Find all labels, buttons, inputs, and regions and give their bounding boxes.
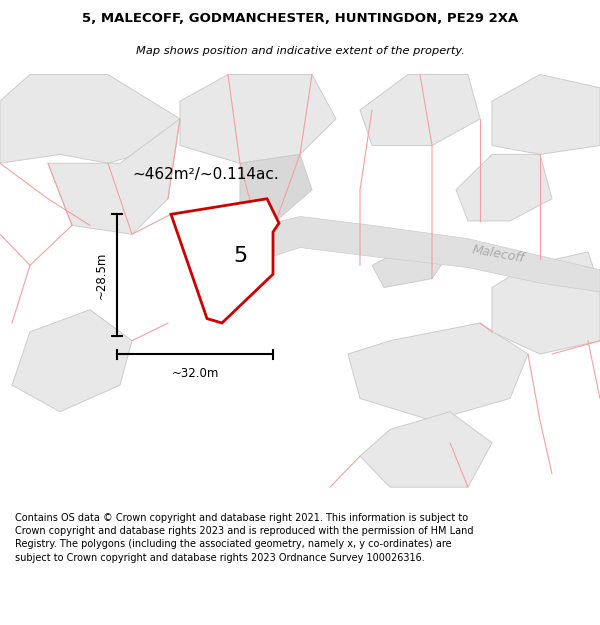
Polygon shape: [348, 323, 528, 421]
Polygon shape: [273, 216, 600, 292]
Polygon shape: [180, 74, 336, 163]
Text: ~462m²/~0.114ac.: ~462m²/~0.114ac.: [132, 167, 279, 182]
Polygon shape: [372, 234, 456, 288]
Text: 5, MALECOFF, GODMANCHESTER, HUNTINGDON, PE29 2XA: 5, MALECOFF, GODMANCHESTER, HUNTINGDON, …: [82, 12, 518, 25]
Text: ~28.5m: ~28.5m: [95, 252, 108, 299]
Polygon shape: [12, 309, 132, 412]
Polygon shape: [48, 119, 180, 234]
Text: 5: 5: [233, 246, 247, 266]
Polygon shape: [456, 154, 552, 221]
Text: Map shows position and indicative extent of the property.: Map shows position and indicative extent…: [136, 46, 464, 56]
Polygon shape: [492, 252, 600, 354]
Bar: [213, 232, 264, 283]
Polygon shape: [360, 74, 480, 146]
Text: ~32.0m: ~32.0m: [172, 368, 218, 381]
Polygon shape: [240, 154, 312, 221]
Text: Malecoff: Malecoff: [471, 243, 525, 265]
Text: Contains OS data © Crown copyright and database right 2021. This information is : Contains OS data © Crown copyright and d…: [15, 513, 473, 562]
Polygon shape: [0, 74, 180, 163]
Polygon shape: [171, 199, 279, 323]
Polygon shape: [492, 74, 600, 154]
Polygon shape: [360, 412, 492, 488]
